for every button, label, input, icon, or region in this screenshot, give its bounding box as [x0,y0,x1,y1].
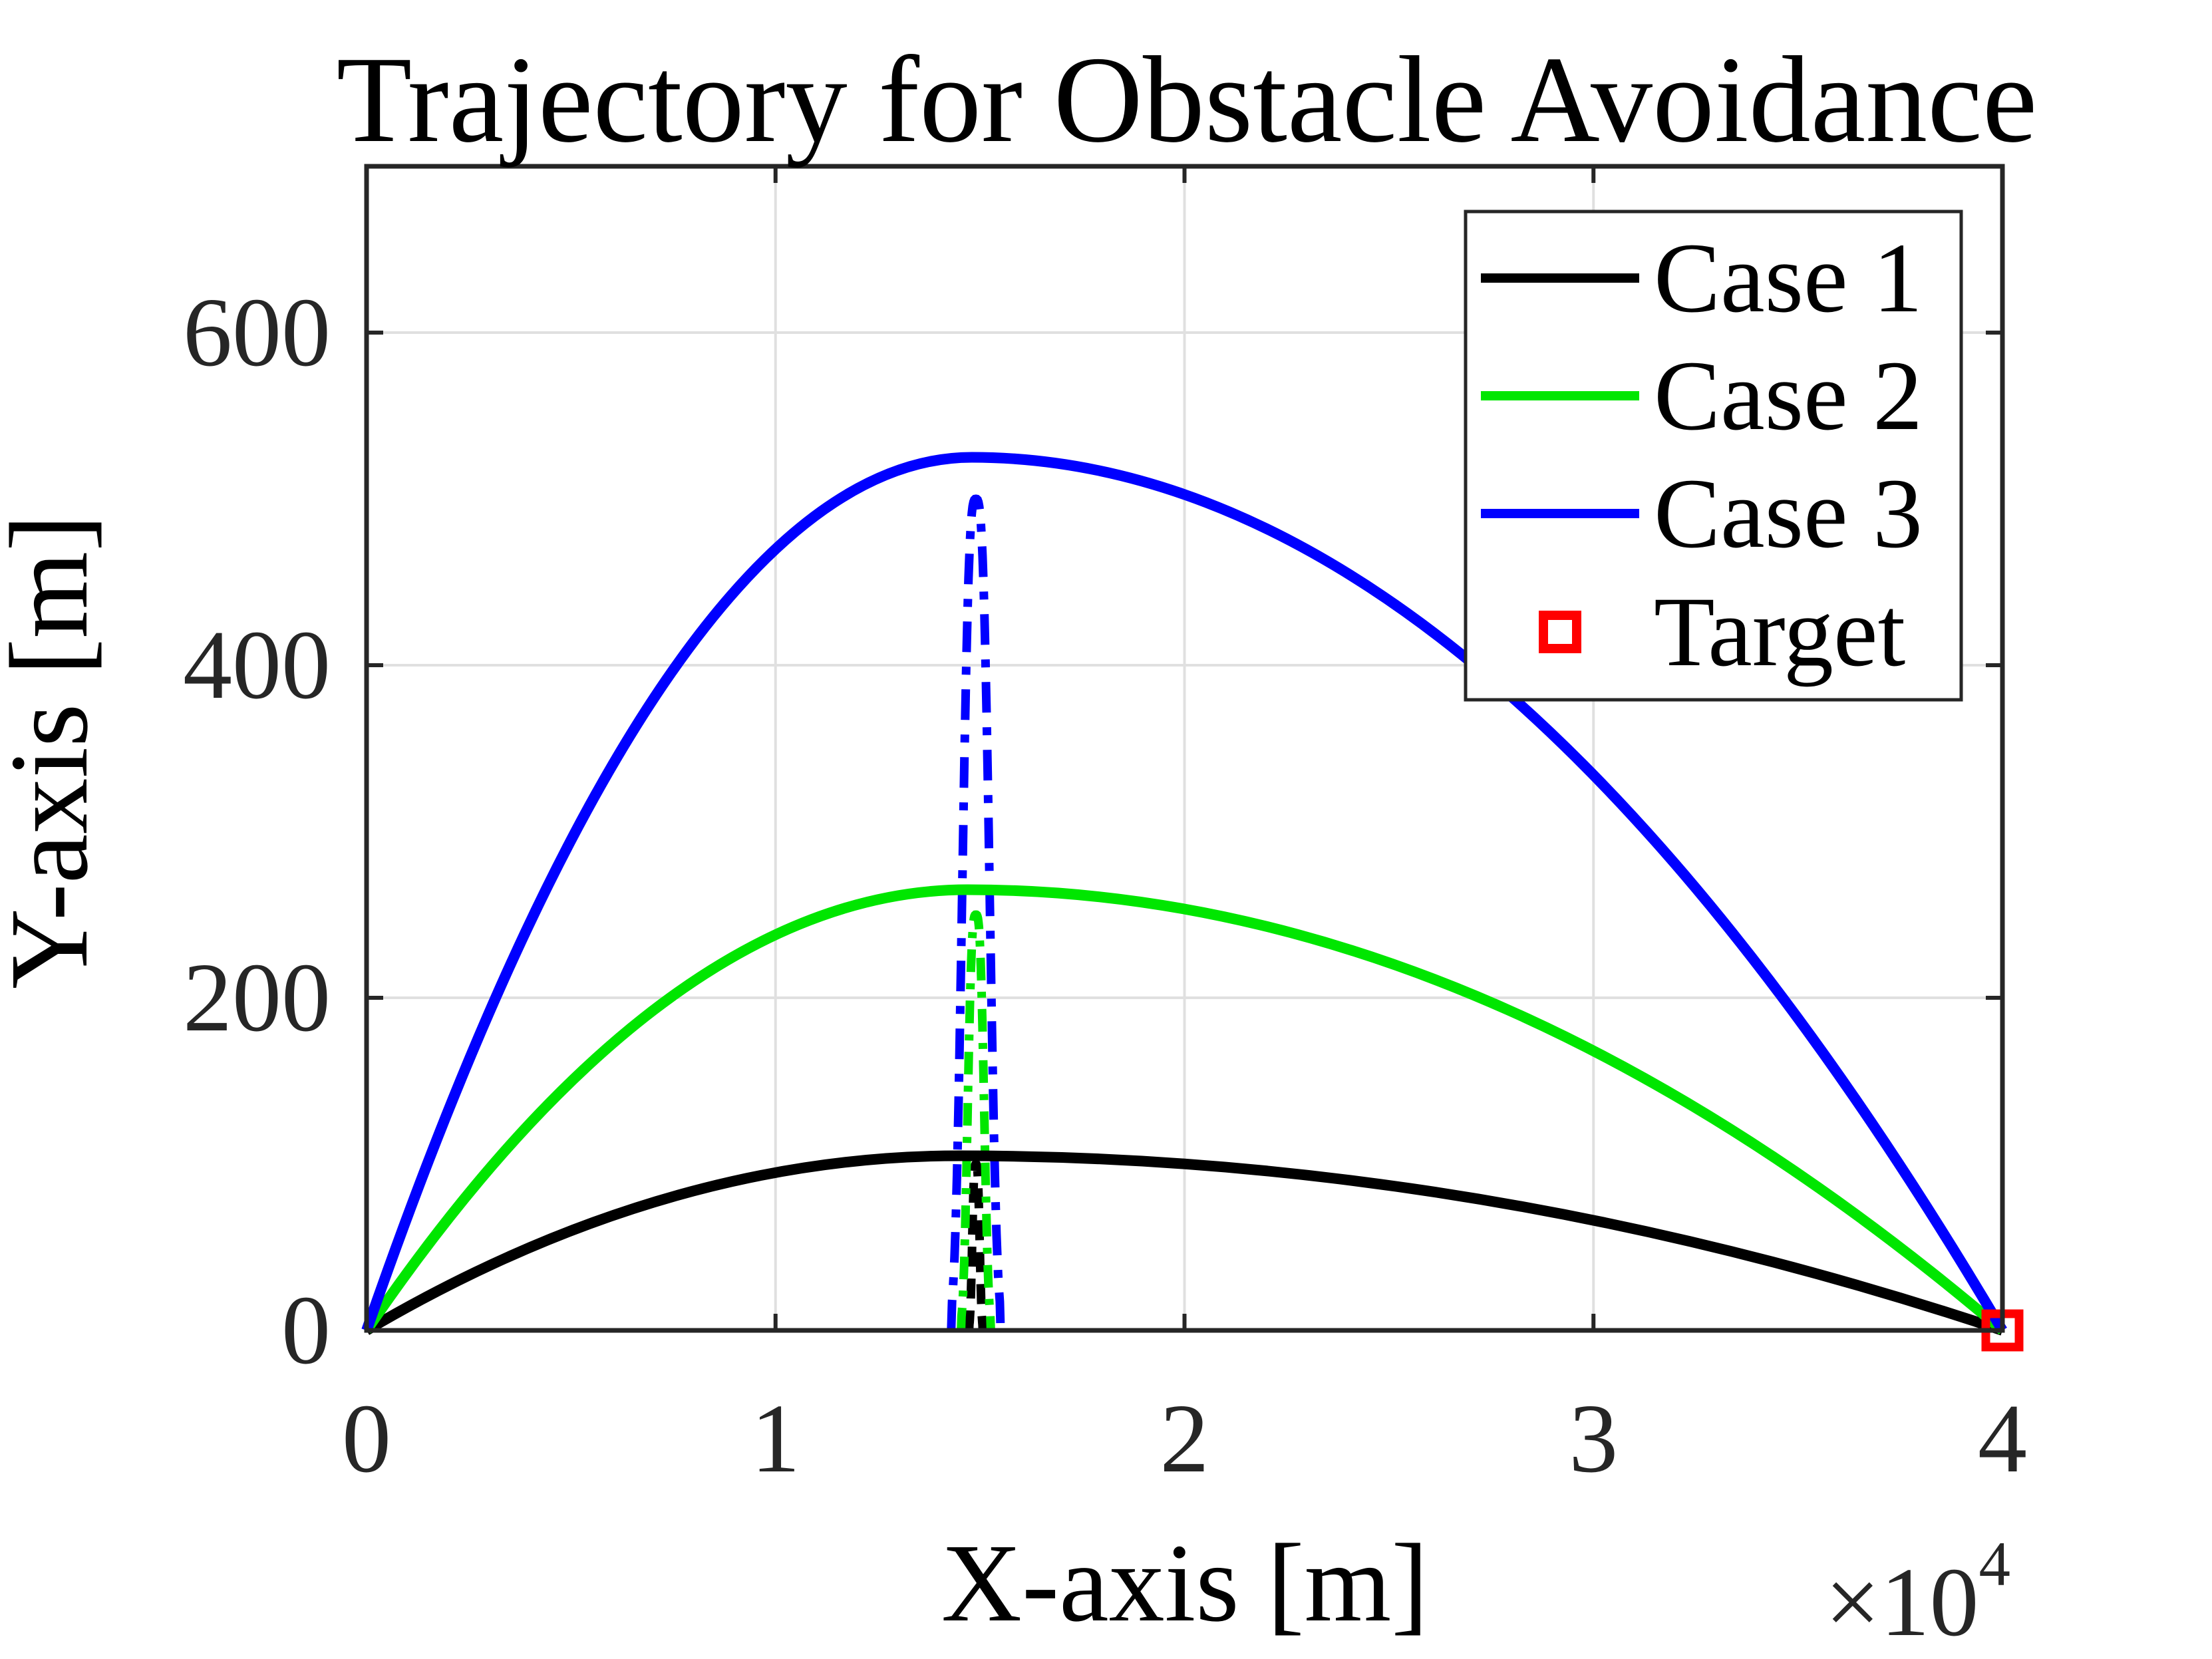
legend-label-case3: Case 3 [1654,458,1923,569]
y-tick-label: 400 [183,611,331,720]
trajectory-curve-case3 [361,452,2007,1334]
y-tick-label: 0 [281,1276,331,1385]
legend-target-marker-icon [1539,611,1581,653]
x-axis-multiplier: ×104 [1825,1529,2010,1657]
legend-label-case2: Case 2 [1654,341,1923,451]
x-tick-label: 4 [1978,1384,2027,1493]
y-axis-label: Y-axis [m] [0,514,111,989]
legend-label-case1: Case 1 [1654,223,1923,333]
axis-tick-marks [365,166,2004,1332]
x-tick-label: 3 [1569,1384,1618,1493]
legend-box: Case 1 Case 2 Case 3 Target [1464,210,1963,702]
legend-label-target: Target [1654,577,1905,687]
obstacle-boundaries [947,494,1005,1331]
obstacle-boundary-case2 [957,910,995,1331]
x-tick-label: 2 [1160,1384,1209,1493]
chart-title: Trajectory for Obstacle Avoidance [337,31,2038,168]
obstacle-boundary-case1 [965,1159,987,1331]
x-axis-label: X-axis [m] [941,1521,1428,1645]
x-axis-multiplier-exponent: 4 [1979,1529,2011,1599]
x-axis-multiplier-base: ×10 [1825,1548,1978,1657]
y-tick-label: 600 [183,278,331,387]
axis-tick-labels: 0 1 2 3 4 0 200 400 600 [183,278,2027,1493]
trajectory-curves [361,452,2007,1336]
x-tick-label: 1 [751,1384,800,1493]
y-tick-label: 200 [183,943,331,1052]
obstacle-boundary-case3 [947,494,1005,1331]
x-tick-label: 0 [342,1384,391,1493]
trajectory-curve-case2 [362,884,2006,1335]
trajectory-curve-case1 [363,1150,2004,1336]
